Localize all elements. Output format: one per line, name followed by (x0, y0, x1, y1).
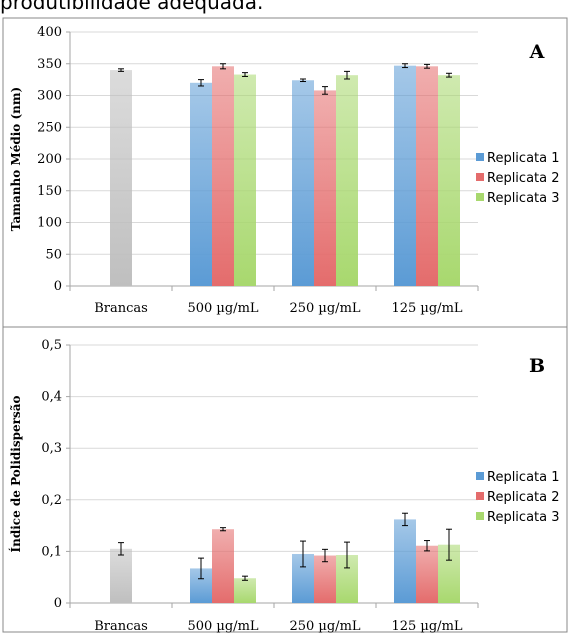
legend-label: Replicata 2 (487, 171, 560, 186)
legend-swatch (476, 472, 484, 480)
legend-label: Replicata 1 (487, 151, 560, 166)
bar-replicata-1 (190, 568, 212, 603)
y-axis-label: Índice de Polidispersão (8, 395, 23, 552)
legend-swatch (476, 153, 484, 161)
legend-label: Replicata 2 (487, 490, 560, 505)
legend-swatch (476, 173, 484, 181)
legend-swatch (476, 492, 484, 500)
bar-replicata-1 (190, 82, 212, 286)
bar-replicata-2 (416, 66, 438, 286)
bar-replicata-3 (336, 75, 358, 287)
bar-replicata-2 (212, 66, 234, 286)
y-tick-label: 0 (54, 279, 62, 294)
y-tick-label: 0,5 (41, 338, 62, 353)
y-axis-label: Tamanho Médio (nm) (9, 87, 23, 232)
y-tick-label: 0 (54, 596, 62, 611)
bar-replicata-3 (438, 75, 460, 287)
y-tick-label: 0,2 (41, 493, 62, 508)
bar-replicata-3 (438, 544, 460, 603)
bar-brancas (110, 70, 132, 286)
x-tick-label: 125 µg/mL (391, 301, 462, 316)
y-tick-label: 0,4 (41, 390, 62, 405)
legend-swatch (476, 193, 484, 201)
caption-text: produtibilidade adequada. (0, 0, 264, 14)
y-tick-label: 150 (37, 184, 62, 199)
legend-label: Replicata 3 (487, 510, 560, 525)
bar-brancas (110, 548, 132, 603)
x-tick-label: 250 µg/mL (289, 619, 360, 633)
legend-swatch (476, 512, 484, 520)
y-tick-label: 300 (37, 89, 62, 104)
bar-replicata-1 (292, 80, 314, 286)
chart-frame-1 (2, 17, 568, 328)
panel-label: B (529, 355, 545, 377)
bar-replicata-3 (336, 555, 358, 603)
x-tick-label: 500 µg/mL (187, 619, 258, 633)
bar-replicata-1 (394, 519, 416, 603)
bar-replicata-3 (234, 578, 256, 603)
bar-replicata-3 (234, 74, 256, 286)
legend-label: Replicata 3 (487, 191, 560, 206)
bar-replicata-2 (314, 90, 336, 286)
x-tick-label: 125 µg/mL (391, 619, 462, 633)
legend-label: Replicata 1 (487, 470, 560, 485)
y-tick-label: 250 (37, 120, 62, 135)
bar-replicata-1 (394, 65, 416, 286)
x-tick-label: 500 µg/mL (187, 301, 258, 316)
x-tick-label: Brancas (94, 301, 148, 316)
bar-replicata-2 (416, 545, 438, 603)
y-tick-label: 0,1 (41, 544, 62, 559)
y-tick-label: 100 (37, 216, 62, 231)
bar-replicata-2 (212, 529, 234, 603)
bar-replicata-1 (292, 553, 314, 603)
y-tick-label: 350 (37, 57, 62, 72)
x-tick-label: 250 µg/mL (289, 301, 360, 316)
y-tick-label: 200 (37, 152, 62, 167)
bar-replicata-2 (314, 555, 336, 603)
y-tick-label: 0,3 (41, 441, 62, 456)
y-tick-label: 400 (37, 25, 62, 40)
chart-frame-2 (2, 326, 568, 633)
panel-label: A (529, 41, 545, 63)
x-tick-label: Brancas (94, 619, 148, 633)
y-tick-label: 50 (45, 247, 62, 262)
